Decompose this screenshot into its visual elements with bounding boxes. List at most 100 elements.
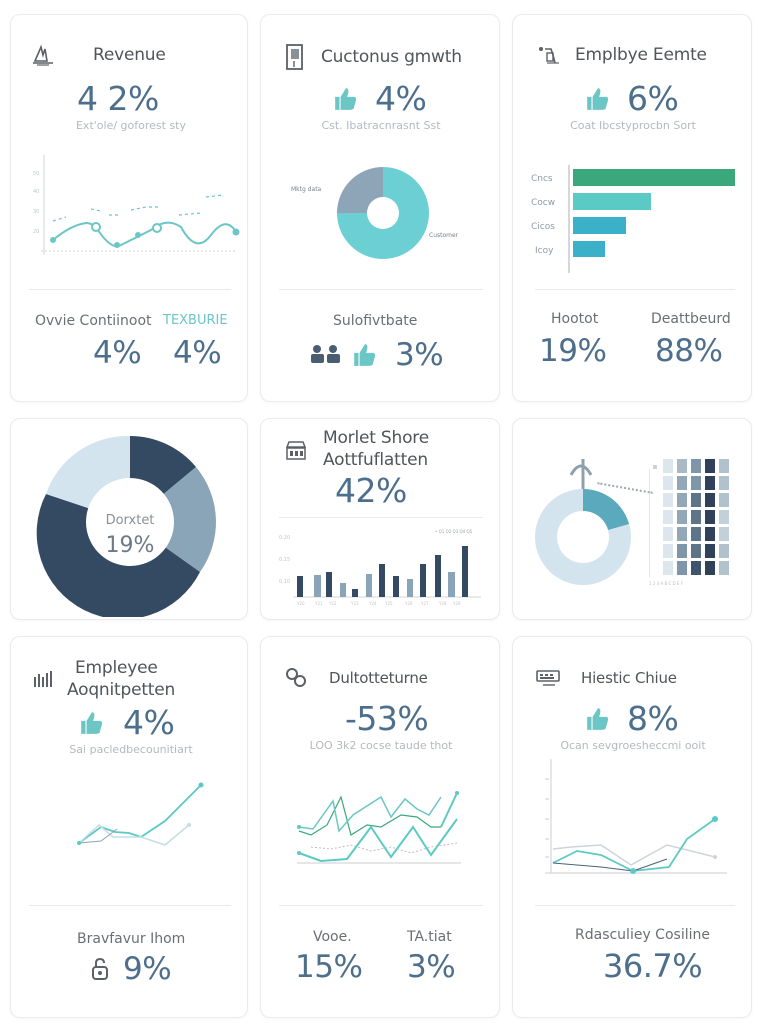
thumbs-up-icon (585, 86, 611, 112)
svg-text:Y21: Y21 (314, 601, 323, 606)
card-subtitle: Sai pacledbecounitiart (69, 743, 193, 756)
svg-text:Y24: Y24 (368, 601, 377, 606)
card-title: Hiestic Chiue (581, 669, 677, 687)
hiestic-card: Hiestic Chiue 8% Ocan sevgroesheccmi ooi… (512, 636, 752, 1018)
turnover-value: -53% (345, 699, 429, 738)
divider (279, 289, 483, 290)
growth-value: 4% (375, 79, 427, 118)
divider (29, 289, 231, 290)
metric-label: Deattbeurd (651, 311, 731, 327)
card-title-line1: Morlet Shore (323, 428, 429, 448)
revenue-card: Revenue 4 2% Ext'ole/ goforest sty 50 40 3… (10, 14, 248, 402)
svg-text:Y25: Y25 (384, 601, 393, 606)
employee-bar-chart: Cncs Cocw Cicos Icoy (523, 161, 748, 281)
team-icon (309, 343, 343, 367)
card-subtitle: Cst. Ibatracnrasnt Sst (321, 119, 441, 132)
svg-text:50: 50 (33, 171, 39, 177)
metric-label: Vooe. (313, 929, 352, 945)
keyboard-icon (535, 667, 561, 689)
turnover-card: Dultotteturne -53% LOO 3k2 cocse taude t… (260, 636, 500, 1018)
share-heatmap-card: 1 2 3 A B C D E F (512, 418, 752, 620)
market-bar-chart: 0.20 0.15 0.10 Y20 Y21 Y22 Y23 Y24 Y25 Y26 Y27 Y28… (275, 523, 491, 611)
thumbs-up-icon (351, 342, 379, 368)
document-icon (285, 43, 305, 71)
card-subtitle: Ocan sevgroesheccmi ooit (560, 739, 706, 752)
metric-value: 4% (173, 335, 222, 371)
engagement-value: 6% (627, 79, 679, 118)
svg-text:Icoy: Icoy (535, 246, 554, 256)
metric-value: 88% (655, 333, 723, 369)
svg-text:Y28: Y28 (438, 601, 447, 606)
divider (535, 289, 735, 290)
svg-text:Y27: Y27 (420, 601, 429, 606)
metric-label: Bravfavur Ihom (77, 931, 186, 947)
metric-value: 3% (407, 949, 456, 985)
market-share-card: Morlet Shore Aottfuflatten 42% 0.20 0.15 0… (260, 418, 500, 620)
turnover-line-chart (291, 787, 471, 877)
employee-acquisition-card: Empleyee Aoqnitpetten 4% Sai pacledbecou… (10, 636, 248, 1018)
divider (279, 905, 483, 906)
store-icon (285, 439, 307, 463)
svg-text:Cncs: Cncs (531, 174, 553, 184)
card-title: Cuctonus gmwth (321, 47, 462, 67)
card-title-line2: Aoqnitpetten (67, 680, 176, 700)
card-title: Emplbye Eemte (575, 45, 707, 65)
svg-text:Y29: Y29 (452, 601, 461, 606)
svg-text:Cocw: Cocw (531, 198, 555, 208)
divider (535, 905, 735, 906)
people-icon (535, 43, 563, 67)
divider (279, 517, 483, 518)
svg-text:1 2 3 A B C D E F: 1 2 3 A B C D E F (649, 581, 684, 586)
thumbs-up-icon (333, 86, 359, 112)
svg-text:Y26: Y26 (404, 601, 413, 606)
thumbs-up-icon (79, 710, 105, 736)
metric-label: TA.tiat (407, 929, 452, 945)
metric-value: 19% (539, 333, 607, 369)
link-icon (285, 667, 309, 689)
svg-text:Y22: Y22 (328, 601, 337, 606)
revenue-value: 4 2% (77, 79, 159, 118)
chart-building-icon (31, 43, 55, 67)
lock-icon (91, 957, 109, 981)
card-title: Dultotteturne (329, 669, 428, 687)
svg-text:0.10: 0.10 (279, 579, 290, 585)
pie-label: Mktg data (291, 186, 322, 193)
pie-label: Customer (429, 232, 459, 239)
donut-label: Dorxtet (105, 513, 155, 528)
metric-value: 4% (93, 335, 142, 371)
metric-label: Ovvie Contiinoot (35, 313, 152, 329)
acquisition-line-chart (61, 777, 211, 857)
metric-label: TEXBURIE (163, 313, 228, 328)
card-subtitle: Coat Ibcstyprocbn Sort (570, 119, 696, 132)
metric-label: Sulofivtbate (333, 313, 418, 329)
card-title-line1: Empleyee (75, 658, 158, 678)
svg-text:30: 30 (33, 209, 39, 215)
svg-text:0.20: 0.20 (279, 535, 290, 541)
metric-value: 36.7% (603, 947, 703, 985)
card-subtitle: LOO 3k2 cocse taude thot (309, 739, 453, 752)
svg-text:Y20: Y20 (296, 601, 305, 606)
donut-value: 19% (105, 533, 155, 558)
share-donut-chart (531, 449, 641, 589)
customer-growth-card: Cuctonus gmwth 4% Cst. Ibatracnrasnt Sst… (260, 14, 500, 402)
content-donut-card: Dorxtet 19% (10, 418, 248, 620)
card-title: Revenue (93, 45, 166, 65)
metric-value: 3% (395, 337, 444, 373)
acquisition-value: 4% (123, 703, 175, 742)
card-title-line2: Aottfuflatten (323, 450, 428, 470)
market-share-value: 42% (335, 471, 407, 510)
customer-donut-chart: Mktg data Customer (291, 165, 481, 265)
svg-text:0.15: 0.15 (279, 557, 290, 563)
metric-label: Hootot (551, 311, 599, 327)
svg-text:Cicos: Cicos (531, 222, 555, 232)
metric-label: Rdasculiey Cosiline (575, 927, 710, 943)
thumbs-up-icon (585, 706, 611, 732)
svg-text:• Q1 Q2 Q3 Q4 Q5: • Q1 Q2 Q3 Q4 Q5 (435, 529, 473, 534)
divider (29, 905, 231, 906)
employee-card: Emplbye Eemte 6% Coat Ibcstyprocbn Sort … (512, 14, 752, 402)
hiestic-value: 8% (627, 699, 679, 738)
svg-text:40: 40 (33, 189, 39, 195)
bar-icon (33, 669, 57, 689)
heatmap-chart: 1 2 3 A B C D E F (649, 459, 739, 589)
svg-text:Y23: Y23 (350, 601, 359, 606)
